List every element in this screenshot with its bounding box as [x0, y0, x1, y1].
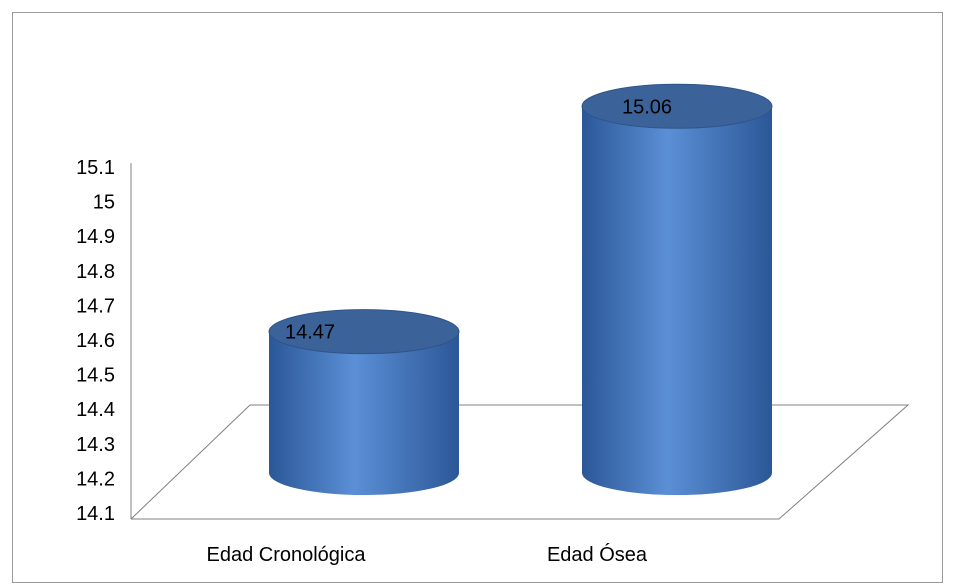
y-tick-label: 14.4 [76, 399, 115, 421]
bar-1: 14.47 [268, 309, 460, 495]
bar-top [268, 309, 460, 355]
chart-border [12, 12, 943, 583]
bar-top [581, 83, 773, 129]
x-tick-labels: Edad Cronológica Edad Ósea [207, 543, 648, 566]
y-tick-label: 14.8 [76, 261, 115, 283]
data-label: 14.47 [285, 322, 335, 344]
bars: 14.47 15.06 [268, 83, 773, 495]
y-tick-label: 14.6 [76, 330, 115, 352]
y-tick-label: 15 [93, 192, 115, 214]
x-tick-label: Edad Cronológica [207, 544, 367, 566]
y-tick-labels: 14.1 14.2 14.3 14.4 14.5 14.6 14.7 14.8 14.9 15 15… [76, 157, 115, 525]
y-tick-label: 14.5 [76, 365, 115, 387]
y-tick-label: 14.2 [76, 468, 115, 490]
x-tick-label: Edad Ósea [547, 543, 648, 566]
bar-body [582, 106, 772, 495]
y-tick-label: 14.1 [76, 503, 115, 525]
y-tick-label: 14.3 [76, 434, 115, 456]
y-tick-label: 14.9 [76, 226, 115, 248]
y-tick-label: 14.7 [76, 295, 115, 317]
bar-body [269, 331, 459, 495]
y-tick-label: 15.1 [76, 157, 115, 179]
data-label: 15.06 [622, 96, 672, 118]
chart-axes [130, 163, 910, 520]
floor-outline [130, 404, 910, 520]
bar-2: 15.06 [581, 83, 773, 495]
